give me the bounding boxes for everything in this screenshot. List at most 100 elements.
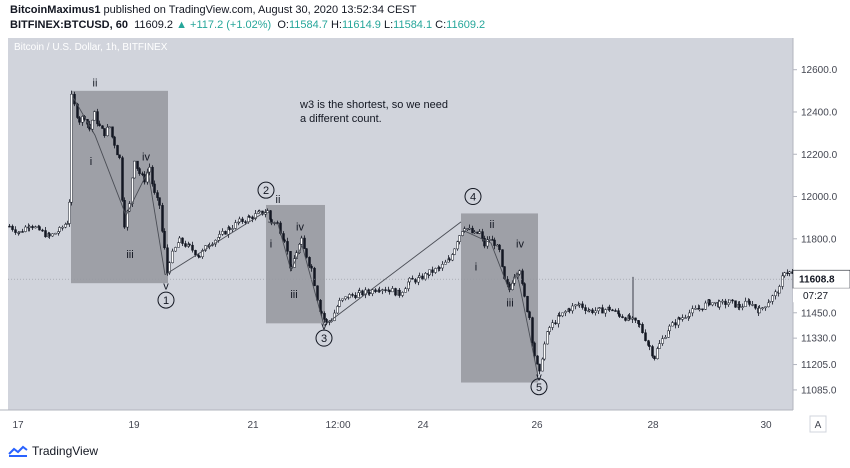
candle-body [310, 265, 313, 269]
wave-label: iii [290, 289, 297, 301]
wave-number-label: 1 [163, 295, 169, 307]
candle-body [721, 300, 724, 303]
candle-body [133, 160, 136, 179]
open-value: 11584.7 [288, 19, 328, 31]
candle-body [184, 243, 187, 247]
candle-body [148, 166, 151, 173]
candle-body [604, 309, 607, 314]
candle-body [778, 286, 781, 294]
candle-body [638, 323, 641, 325]
y-tick-label: 12000.0 [801, 192, 838, 203]
candle-body [330, 320, 333, 322]
high-label: H: [330, 19, 342, 31]
candle-body [771, 295, 774, 302]
candle-body [718, 301, 721, 308]
candle-body [491, 239, 494, 241]
candle-body [163, 231, 166, 249]
candle-body [631, 317, 634, 320]
candle-body [634, 317, 637, 321]
author-name[interactable]: BitcoinMaximus1 [10, 4, 101, 16]
footer: TradingView [8, 444, 98, 458]
candle-body [521, 270, 524, 284]
candle-body [48, 233, 51, 237]
candle-body [344, 296, 347, 300]
candle-body [788, 271, 791, 274]
x-tick-label: 28 [647, 420, 659, 431]
candle-body [121, 157, 124, 201]
candle-body [741, 306, 744, 308]
candle-body [658, 343, 661, 349]
candle-body [774, 291, 777, 297]
candle-body [371, 289, 374, 294]
candle-body [536, 355, 539, 365]
candle-body [98, 123, 101, 127]
candle-body [161, 205, 164, 232]
candle-body [361, 290, 364, 296]
countdown-tag [793, 288, 850, 303]
candle-body [688, 312, 691, 317]
candle-body [461, 231, 464, 236]
candle-body [528, 311, 531, 318]
candle-body [651, 346, 654, 357]
candle-body [684, 317, 687, 319]
wave-label: ii [490, 219, 495, 231]
tradingview-logo-icon[interactable] [8, 444, 28, 458]
candle-body [191, 244, 194, 251]
x-tick-label: 24 [417, 420, 429, 431]
x-tick-label: 12:00 [325, 420, 350, 431]
candle-body [546, 331, 549, 345]
candle-body [561, 312, 564, 317]
candle-body [201, 250, 204, 258]
candle-body [466, 228, 469, 230]
candle-body [431, 269, 434, 273]
candle-body [694, 308, 697, 310]
candle-body [221, 231, 224, 235]
candle-body [558, 315, 561, 317]
candle-body [744, 300, 747, 307]
candle-body [533, 342, 536, 357]
candle-body [424, 273, 427, 280]
candle-body [188, 243, 191, 246]
candle-body [674, 322, 677, 326]
candle-body [244, 221, 247, 223]
candle-body [704, 302, 707, 310]
candle-body [156, 192, 159, 198]
candle-body [444, 261, 447, 265]
candle-body [751, 304, 754, 306]
footer-brand[interactable]: TradingView [32, 444, 99, 458]
time-axis [0, 410, 793, 440]
candle-body [767, 302, 770, 308]
candle-body [414, 279, 417, 283]
candle-body [28, 226, 31, 228]
wave-label: iii [126, 249, 133, 261]
candle-body [131, 177, 134, 204]
candle-body [601, 307, 604, 314]
candle-body [166, 247, 169, 274]
candle-body [323, 313, 326, 320]
candle-body [394, 288, 397, 296]
candle-body [543, 343, 546, 360]
candle-body [701, 308, 704, 311]
candle-body [269, 210, 272, 220]
candle-body [368, 292, 371, 294]
y-tick-label: 12200.0 [801, 150, 838, 161]
candle-body [325, 319, 328, 323]
candle-body [336, 306, 339, 314]
publish-text: published on TradingView.com, August 30,… [103, 4, 417, 16]
candle-body [91, 119, 94, 130]
candle-body [481, 231, 484, 239]
y-tick-label: 11800.0 [801, 234, 837, 245]
candle-body [557, 315, 560, 325]
candle-body [468, 227, 471, 230]
candle-body [153, 183, 156, 193]
candle-body [178, 237, 181, 243]
candle-body [18, 231, 21, 233]
candle-body [471, 227, 474, 234]
candle-body [783, 272, 786, 277]
close-label: C: [435, 19, 447, 31]
candle-body [341, 298, 344, 301]
candle-body [68, 201, 71, 224]
wave-number-label: 3 [321, 333, 327, 345]
candle-body [786, 272, 789, 275]
